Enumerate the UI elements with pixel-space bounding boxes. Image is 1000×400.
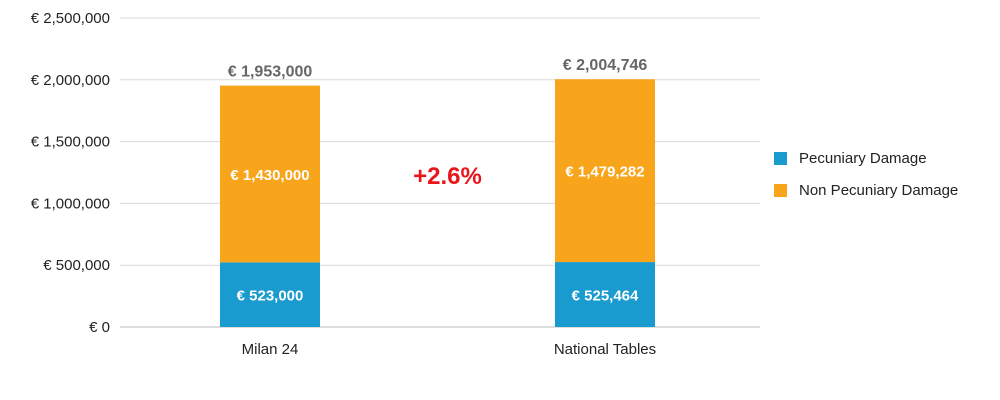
total-value-label: € 1,953,000 — [228, 64, 313, 81]
change-annotation: +2.6% — [413, 163, 482, 190]
x-tick-label: National Tables — [554, 341, 656, 358]
x-axis-ticks: Milan 24 National Tables — [242, 341, 657, 358]
bar-segment-pecuniary — [555, 262, 655, 327]
legend-label-non-pecuniary: Non Pecuniary Damage — [799, 181, 959, 199]
bar-segment-pecuniary — [220, 262, 320, 327]
bars — [220, 79, 655, 327]
y-axis-ticks: € 0 € 500,000 € 1,000,000 € 1,500,000 € 2,00… — [31, 10, 110, 336]
segment-value-label: € 1,479,282 — [565, 164, 644, 181]
legend: Pecuniary Damage Non Pecuniary Damage — [774, 146, 958, 210]
y-tick-label: € 1,500,000 — [31, 134, 110, 151]
legend-swatch-pecuniary — [774, 151, 787, 165]
total-value-label: € 2,004,746 — [563, 57, 648, 74]
segment-value-label: € 1,430,000 — [230, 167, 309, 184]
bar-segment-non-pecuniary — [220, 85, 320, 263]
segment-value-label: € 525,464 — [572, 288, 639, 305]
y-tick-label: € 2,000,000 — [31, 72, 110, 89]
y-tick-label: € 0 — [89, 319, 110, 336]
legend-item-non-pecuniary: Non Pecuniary Damage — [774, 178, 958, 202]
legend-item-pecuniary: Pecuniary Damage — [774, 146, 958, 170]
data-labels: € 523,000 € 1,430,000 € 1,953,000 € 525,464… — [228, 57, 648, 304]
y-tick-label: € 1,000,000 — [31, 195, 110, 212]
x-tick-label: Milan 24 — [242, 341, 299, 358]
y-tick-label: € 2,500,000 — [31, 10, 110, 27]
legend-label-pecuniary: Pecuniary Damage — [799, 149, 927, 167]
bar-segment-non-pecuniary — [555, 79, 655, 263]
legend-swatch-non-pecuniary — [774, 183, 787, 197]
segment-value-label: € 523,000 — [237, 288, 304, 305]
y-tick-label: € 500,000 — [43, 257, 110, 274]
